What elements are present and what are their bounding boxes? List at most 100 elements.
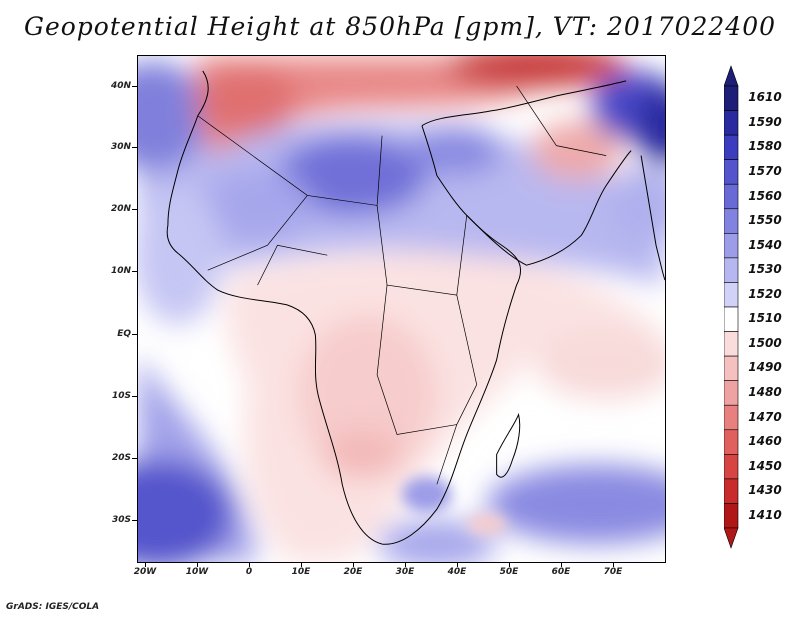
lon-label-20w: 20W xyxy=(133,567,157,577)
border-east-africa xyxy=(436,294,478,485)
legend-level-label: 1520 xyxy=(748,286,782,301)
tibet-high xyxy=(635,85,665,166)
lon-tick xyxy=(197,563,198,567)
legend-swatch xyxy=(724,159,739,185)
legend-swatch xyxy=(724,85,739,111)
lon-tick xyxy=(145,563,146,567)
legend-swatch xyxy=(724,282,739,308)
legend-swatch xyxy=(724,404,739,431)
south-atlantic-high xyxy=(138,459,233,562)
lat-label-30s: 30S xyxy=(111,515,131,525)
legend-level-label: 1610 xyxy=(748,90,782,105)
africa-coastline xyxy=(166,70,522,545)
legend-swatch xyxy=(724,503,739,529)
lon-tick xyxy=(353,563,354,567)
legend-level-label: 1550 xyxy=(748,213,782,228)
lon-tick xyxy=(509,563,510,567)
height-field-map xyxy=(138,56,665,562)
legend-cap-top xyxy=(724,65,739,87)
lon-tick xyxy=(405,563,406,567)
legend-swatch xyxy=(724,454,739,480)
legend-level-label: 1480 xyxy=(748,384,782,399)
legend-level-label: 1410 xyxy=(748,507,782,522)
legend-swatch xyxy=(724,257,739,283)
mascarene-high xyxy=(486,464,665,545)
border-central-africa xyxy=(376,285,457,435)
west-sahara-high xyxy=(202,170,313,241)
lat-tick xyxy=(132,147,137,148)
lat-tick xyxy=(132,209,137,210)
credit-text: GrADS: IGES/COLA xyxy=(6,602,100,612)
legend-level-label: 1500 xyxy=(748,335,782,350)
lat-label-10s: 10S xyxy=(111,391,131,401)
indian-ocean-low xyxy=(536,329,665,400)
height-field xyxy=(138,56,665,562)
arabian-low xyxy=(531,120,622,181)
legend-cap-bottom xyxy=(724,527,739,549)
lon-tick xyxy=(457,563,458,567)
lon-label-0: 0 xyxy=(245,567,253,577)
arabia-coastline xyxy=(466,150,632,266)
lon-label-20e: 20E xyxy=(343,567,363,577)
legend-level-label: 1460 xyxy=(748,434,782,449)
india-ridge xyxy=(606,165,665,246)
legend-swatch xyxy=(724,429,739,455)
lat-label-30n: 30N xyxy=(110,142,131,152)
legend-swatch xyxy=(724,355,739,381)
border-west-sahel xyxy=(207,195,308,271)
iberian-low xyxy=(197,65,298,136)
azores-high xyxy=(138,60,208,171)
country-borders xyxy=(197,85,607,485)
legend-swatch xyxy=(724,331,739,357)
lon-tick xyxy=(561,563,562,567)
lat-tick xyxy=(132,271,137,272)
madagascar-coastline xyxy=(496,412,521,478)
lon-tick xyxy=(249,563,250,567)
coastlines xyxy=(166,70,665,545)
sahara-high xyxy=(277,135,427,216)
lat-tick xyxy=(132,334,137,335)
lat-tick xyxy=(132,396,137,397)
legend-level-label: 1590 xyxy=(748,114,782,129)
lon-label-10w: 10W xyxy=(185,567,209,577)
border-middle-east xyxy=(516,85,607,156)
map-panel xyxy=(137,55,666,563)
border-gulf-of-guinea xyxy=(257,244,328,286)
lon-tick xyxy=(613,563,614,567)
central-africa-low xyxy=(297,314,437,475)
lat-label-20s: 20S xyxy=(111,453,131,463)
border-chad-sudan xyxy=(376,205,468,296)
lon-tick xyxy=(301,563,302,567)
color-legend: 1610 1590 1580 1570 1560 1550 1540 1530 1520 1510… xyxy=(724,62,794,552)
legend-level-label: 1470 xyxy=(748,409,782,424)
lat-label-eq: EQ xyxy=(117,329,131,339)
lat-label-40n: 40N xyxy=(110,81,131,91)
kalahari-low xyxy=(322,429,402,480)
southeast-africa-high xyxy=(377,519,497,562)
lon-label-10e: 10E xyxy=(291,567,311,577)
legend-level-label: 1430 xyxy=(748,483,782,498)
lat-tick xyxy=(132,86,137,87)
lat-tick xyxy=(132,520,137,521)
legend-level-label: 1450 xyxy=(748,458,782,473)
legend-level-label: 1560 xyxy=(748,188,782,203)
india-coastline xyxy=(640,155,665,281)
lon-label-40e: 40E xyxy=(447,567,467,577)
legend-swatch xyxy=(724,306,739,332)
height-field-detail xyxy=(401,476,507,535)
lon-label-70e: 70E xyxy=(603,567,623,577)
chart-title: Geopotential Height at 850hPa [gpm], VT:… xyxy=(23,12,777,41)
legend-swatch xyxy=(724,478,739,504)
border-maghreb xyxy=(197,115,383,206)
lon-label-60e: 60E xyxy=(551,567,571,577)
lat-tick xyxy=(132,458,137,459)
legend-level-label: 1490 xyxy=(748,360,782,375)
lon-label-30e: 30E xyxy=(395,567,415,577)
legend-swatch xyxy=(724,233,739,259)
legend-level-label: 1570 xyxy=(748,163,782,178)
legend-swatch xyxy=(724,183,739,210)
lat-label-10n: 10N xyxy=(110,266,131,276)
egypt-high xyxy=(411,125,502,176)
legend-swatch xyxy=(724,208,739,234)
legend-level-label: 1540 xyxy=(748,237,782,252)
